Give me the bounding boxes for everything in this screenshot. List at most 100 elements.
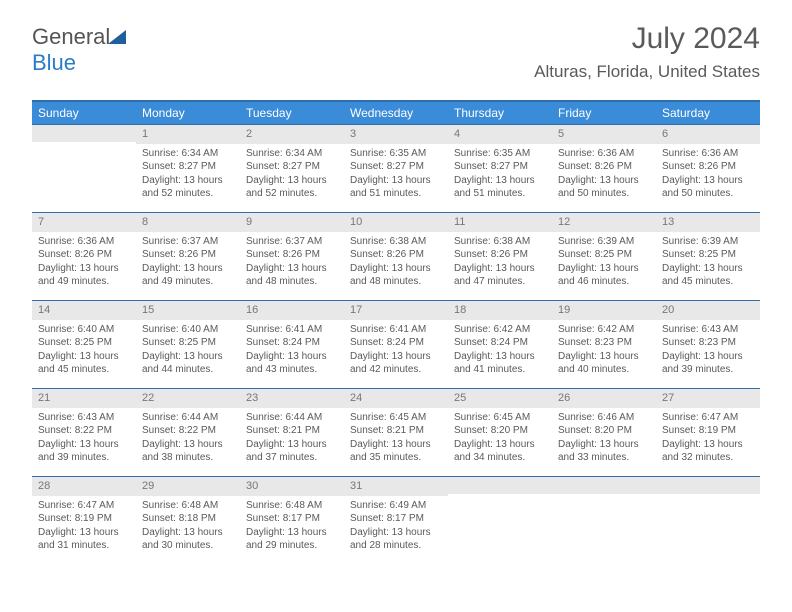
calendar-cell: 31Sunrise: 6:49 AMSunset: 8:17 PMDayligh… — [344, 477, 448, 565]
sunrise-text: Sunrise: 6:43 AM — [662, 323, 754, 337]
sunset-text: Sunset: 8:25 PM — [662, 248, 754, 262]
sunset-text: Sunset: 8:26 PM — [558, 160, 650, 174]
sunrise-text: Sunrise: 6:37 AM — [246, 235, 338, 249]
day-number — [32, 125, 136, 142]
day-number: 27 — [656, 389, 760, 408]
brand-logo: General Blue — [32, 24, 126, 76]
sunset-text: Sunset: 8:17 PM — [350, 512, 442, 526]
sunset-text: Sunset: 8:17 PM — [246, 512, 338, 526]
sunrise-text: Sunrise: 6:43 AM — [38, 411, 130, 425]
day-details: Sunrise: 6:40 AMSunset: 8:25 PMDaylight:… — [136, 320, 240, 381]
calendar-cell: 28Sunrise: 6:47 AMSunset: 8:19 PMDayligh… — [32, 477, 136, 565]
weekday-header: Wednesday — [344, 101, 448, 125]
day-number: 21 — [32, 389, 136, 408]
calendar-cell: 14Sunrise: 6:40 AMSunset: 8:25 PMDayligh… — [32, 301, 136, 389]
day-number — [448, 477, 552, 494]
sunset-text: Sunset: 8:21 PM — [246, 424, 338, 438]
calendar-cell: 27Sunrise: 6:47 AMSunset: 8:19 PMDayligh… — [656, 389, 760, 477]
day-details: Sunrise: 6:43 AMSunset: 8:23 PMDaylight:… — [656, 320, 760, 381]
sunrise-text: Sunrise: 6:44 AM — [142, 411, 234, 425]
daylight-text: Daylight: 13 hours and 28 minutes. — [350, 526, 442, 553]
calendar-cell: 16Sunrise: 6:41 AMSunset: 8:24 PMDayligh… — [240, 301, 344, 389]
calendar-cell — [552, 477, 656, 565]
day-number: 28 — [32, 477, 136, 496]
day-details: Sunrise: 6:49 AMSunset: 8:17 PMDaylight:… — [344, 496, 448, 557]
sunrise-text: Sunrise: 6:39 AM — [558, 235, 650, 249]
sunset-text: Sunset: 8:26 PM — [662, 160, 754, 174]
daylight-text: Daylight: 13 hours and 39 minutes. — [662, 350, 754, 377]
daylight-text: Daylight: 13 hours and 41 minutes. — [454, 350, 546, 377]
day-number: 6 — [656, 125, 760, 144]
sunrise-text: Sunrise: 6:45 AM — [350, 411, 442, 425]
day-number: 11 — [448, 213, 552, 232]
daylight-text: Daylight: 13 hours and 29 minutes. — [246, 526, 338, 553]
daylight-text: Daylight: 13 hours and 46 minutes. — [558, 262, 650, 289]
sunset-text: Sunset: 8:26 PM — [38, 248, 130, 262]
day-details: Sunrise: 6:39 AMSunset: 8:25 PMDaylight:… — [552, 232, 656, 293]
sunset-text: Sunset: 8:21 PM — [350, 424, 442, 438]
brand-triangle-icon — [108, 30, 126, 44]
calendar-cell — [32, 125, 136, 213]
day-details: Sunrise: 6:46 AMSunset: 8:20 PMDaylight:… — [552, 408, 656, 469]
daylight-text: Daylight: 13 hours and 37 minutes. — [246, 438, 338, 465]
day-number: 17 — [344, 301, 448, 320]
weekday-header: Friday — [552, 101, 656, 125]
daylight-text: Daylight: 13 hours and 33 minutes. — [558, 438, 650, 465]
sunrise-text: Sunrise: 6:49 AM — [350, 499, 442, 513]
calendar-cell: 15Sunrise: 6:40 AMSunset: 8:25 PMDayligh… — [136, 301, 240, 389]
day-number: 12 — [552, 213, 656, 232]
day-number: 23 — [240, 389, 344, 408]
brand-part2: Blue — [32, 50, 76, 75]
day-details: Sunrise: 6:47 AMSunset: 8:19 PMDaylight:… — [32, 496, 136, 557]
calendar-cell: 3Sunrise: 6:35 AMSunset: 8:27 PMDaylight… — [344, 125, 448, 213]
daylight-text: Daylight: 13 hours and 47 minutes. — [454, 262, 546, 289]
sunset-text: Sunset: 8:26 PM — [142, 248, 234, 262]
daylight-text: Daylight: 13 hours and 52 minutes. — [142, 174, 234, 201]
sunrise-text: Sunrise: 6:40 AM — [142, 323, 234, 337]
day-number: 5 — [552, 125, 656, 144]
day-number: 20 — [656, 301, 760, 320]
day-details: Sunrise: 6:42 AMSunset: 8:24 PMDaylight:… — [448, 320, 552, 381]
sunset-text: Sunset: 8:22 PM — [38, 424, 130, 438]
day-number: 19 — [552, 301, 656, 320]
daylight-text: Daylight: 13 hours and 34 minutes. — [454, 438, 546, 465]
calendar-cell: 26Sunrise: 6:46 AMSunset: 8:20 PMDayligh… — [552, 389, 656, 477]
sunset-text: Sunset: 8:19 PM — [38, 512, 130, 526]
day-details: Sunrise: 6:37 AMSunset: 8:26 PMDaylight:… — [240, 232, 344, 293]
header: General Blue July 2024 Alturas, Florida,… — [0, 0, 792, 100]
sunrise-text: Sunrise: 6:35 AM — [350, 147, 442, 161]
day-details: Sunrise: 6:38 AMSunset: 8:26 PMDaylight:… — [344, 232, 448, 293]
sunset-text: Sunset: 8:19 PM — [662, 424, 754, 438]
day-details: Sunrise: 6:43 AMSunset: 8:22 PMDaylight:… — [32, 408, 136, 469]
calendar-cell: 21Sunrise: 6:43 AMSunset: 8:22 PMDayligh… — [32, 389, 136, 477]
calendar-cell: 8Sunrise: 6:37 AMSunset: 8:26 PMDaylight… — [136, 213, 240, 301]
day-number: 25 — [448, 389, 552, 408]
sunrise-text: Sunrise: 6:34 AM — [142, 147, 234, 161]
calendar-cell: 7Sunrise: 6:36 AMSunset: 8:26 PMDaylight… — [32, 213, 136, 301]
sunset-text: Sunset: 8:20 PM — [454, 424, 546, 438]
sunrise-text: Sunrise: 6:38 AM — [350, 235, 442, 249]
day-details: Sunrise: 6:34 AMSunset: 8:27 PMDaylight:… — [240, 144, 344, 205]
daylight-text: Daylight: 13 hours and 45 minutes. — [38, 350, 130, 377]
day-details: Sunrise: 6:38 AMSunset: 8:26 PMDaylight:… — [448, 232, 552, 293]
daylight-text: Daylight: 13 hours and 35 minutes. — [350, 438, 442, 465]
daylight-text: Daylight: 13 hours and 49 minutes. — [38, 262, 130, 289]
calendar-row: 28Sunrise: 6:47 AMSunset: 8:19 PMDayligh… — [32, 477, 760, 565]
sunrise-text: Sunrise: 6:36 AM — [38, 235, 130, 249]
sunrise-text: Sunrise: 6:41 AM — [246, 323, 338, 337]
sunset-text: Sunset: 8:26 PM — [454, 248, 546, 262]
day-details: Sunrise: 6:44 AMSunset: 8:21 PMDaylight:… — [240, 408, 344, 469]
sunset-text: Sunset: 8:27 PM — [350, 160, 442, 174]
weekday-header: Monday — [136, 101, 240, 125]
sunset-text: Sunset: 8:24 PM — [350, 336, 442, 350]
day-number: 3 — [344, 125, 448, 144]
sunset-text: Sunset: 8:24 PM — [454, 336, 546, 350]
weekday-header: Sunday — [32, 101, 136, 125]
day-number: 4 — [448, 125, 552, 144]
calendar-cell: 24Sunrise: 6:45 AMSunset: 8:21 PMDayligh… — [344, 389, 448, 477]
weekday-header: Thursday — [448, 101, 552, 125]
sunrise-text: Sunrise: 6:42 AM — [558, 323, 650, 337]
sunrise-text: Sunrise: 6:42 AM — [454, 323, 546, 337]
sunrise-text: Sunrise: 6:37 AM — [142, 235, 234, 249]
calendar-row: 14Sunrise: 6:40 AMSunset: 8:25 PMDayligh… — [32, 301, 760, 389]
